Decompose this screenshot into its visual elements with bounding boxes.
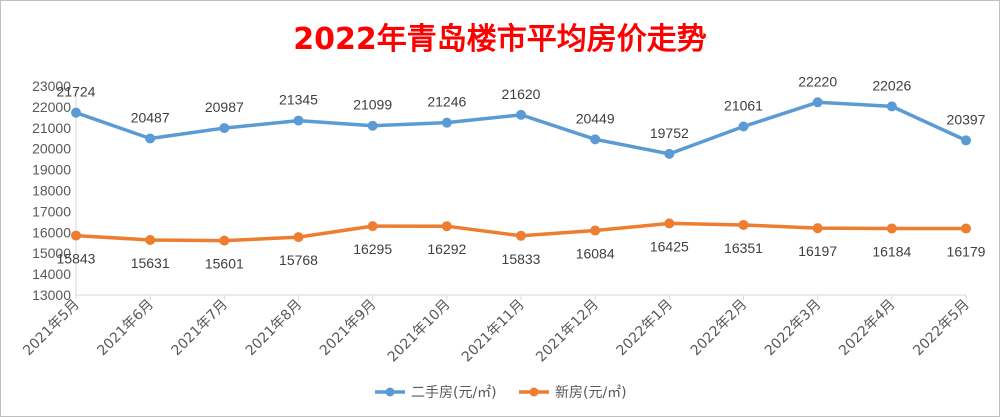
data-label: 16292: [427, 241, 466, 257]
x-tick-label: 2021年5月: [20, 297, 83, 360]
data-label: 16184: [872, 243, 911, 259]
legend-swatch-marker: [529, 387, 539, 397]
x-tick-label: 2021年6月: [94, 297, 157, 360]
y-tick-label: 22000: [32, 99, 71, 115]
data-point: [590, 225, 601, 236]
x-tick-label: 2022年5月: [910, 297, 973, 360]
x-tick-label: 2021年9月: [317, 297, 380, 360]
data-label: 16084: [576, 246, 615, 262]
legend: 二手房(元/㎡) 新房(元/㎡): [375, 385, 627, 401]
data-label: 20487: [131, 110, 170, 126]
y-tick-label: 15000: [32, 245, 71, 261]
data-label: 15843: [57, 251, 96, 267]
data-label: 20987: [205, 99, 244, 115]
legend-label: 新房(元/㎡): [555, 385, 627, 401]
y-tick-label: 17000: [32, 203, 71, 219]
data-label: 21246: [427, 94, 466, 110]
data-label: 16197: [798, 243, 837, 259]
data-label: 16351: [724, 240, 763, 256]
series-layer: 21724 20487 20987 21345 21099 21246 21620 20449…: [57, 73, 986, 271]
data-label: 15768: [279, 252, 318, 268]
x-axis: 2021年5月 2021年6月 2021年7月 2021年8月 2021年9月 2021年…: [20, 294, 973, 366]
x-tick-label: 2021年12月: [533, 297, 602, 366]
x-tick-label: 2021年7月: [169, 297, 232, 360]
data-point: [961, 223, 971, 234]
data-point: [145, 133, 156, 144]
x-tick-label: 2022年3月: [762, 297, 825, 360]
data-point: [516, 109, 526, 120]
data-point: [219, 235, 230, 246]
x-tick-label: 2022年2月: [688, 297, 751, 360]
data-label: 20397: [947, 111, 986, 127]
series-1: 21724 20487 20987 21345 21099 21246 21620 20449…: [57, 73, 986, 159]
data-point: [367, 221, 378, 232]
data-point: [886, 223, 897, 234]
data-point: [71, 107, 81, 118]
data-point: [738, 219, 749, 230]
data-point: [367, 120, 378, 131]
data-point: [293, 232, 304, 243]
y-tick-label: 20000: [32, 141, 71, 157]
x-tick-label: 2022年1月: [614, 297, 677, 360]
y-tick-label: 19000: [32, 162, 71, 178]
data-label: 16179: [947, 244, 986, 260]
x-tick-label: 2021年10月: [385, 297, 454, 366]
data-label: 21099: [353, 97, 392, 113]
data-point: [293, 115, 304, 126]
data-point: [738, 121, 749, 132]
chart-title: 2022年青岛楼市平均房价走势: [293, 22, 707, 57]
x-tick-label: 2021年8月: [243, 297, 306, 360]
data-point: [71, 230, 81, 241]
data-label: 22026: [872, 77, 911, 93]
data-label: 21345: [279, 92, 318, 108]
y-tick-label: 23000: [32, 78, 71, 94]
y-axis: 13000 14000 15000 16000 17000 18000 19000 20000…: [32, 78, 77, 303]
data-point: [219, 123, 230, 134]
data-point: [664, 218, 675, 229]
data-label: 16425: [650, 238, 689, 254]
legend-label: 二手房(元/㎡): [411, 385, 497, 401]
data-point: [441, 221, 452, 232]
data-point: [590, 134, 601, 145]
data-label: 15631: [131, 255, 170, 271]
data-point: [812, 223, 823, 234]
data-point: [886, 101, 897, 112]
data-point: [145, 235, 156, 246]
data-point: [516, 230, 526, 241]
data-label: 22220: [798, 73, 837, 89]
data-point: [664, 148, 675, 159]
y-tick-label: 16000: [32, 224, 71, 240]
series-2: 15843 15631 15601 15768 16295 16292 15833 16084…: [57, 218, 986, 272]
y-tick-label: 13000: [32, 287, 71, 303]
data-label: 15601: [205, 256, 244, 272]
data-label: 21724: [57, 84, 96, 100]
data-label: 21620: [502, 86, 541, 102]
legend-swatch-marker: [385, 387, 395, 397]
data-label: 16295: [353, 241, 392, 257]
x-tick-label: 2022年4月: [836, 297, 899, 360]
data-label: 15833: [502, 251, 541, 267]
data-point: [441, 117, 452, 128]
y-tick-label: 14000: [32, 266, 71, 282]
data-point: [812, 97, 823, 108]
data-label: 20449: [576, 110, 615, 126]
x-tick-label: 2021年11月: [459, 297, 528, 366]
data-point: [961, 135, 971, 146]
y-tick-label: 21000: [32, 120, 71, 136]
data-label: 19752: [650, 125, 689, 141]
y-tick-label: 18000: [32, 183, 71, 199]
data-label: 21061: [724, 98, 763, 114]
